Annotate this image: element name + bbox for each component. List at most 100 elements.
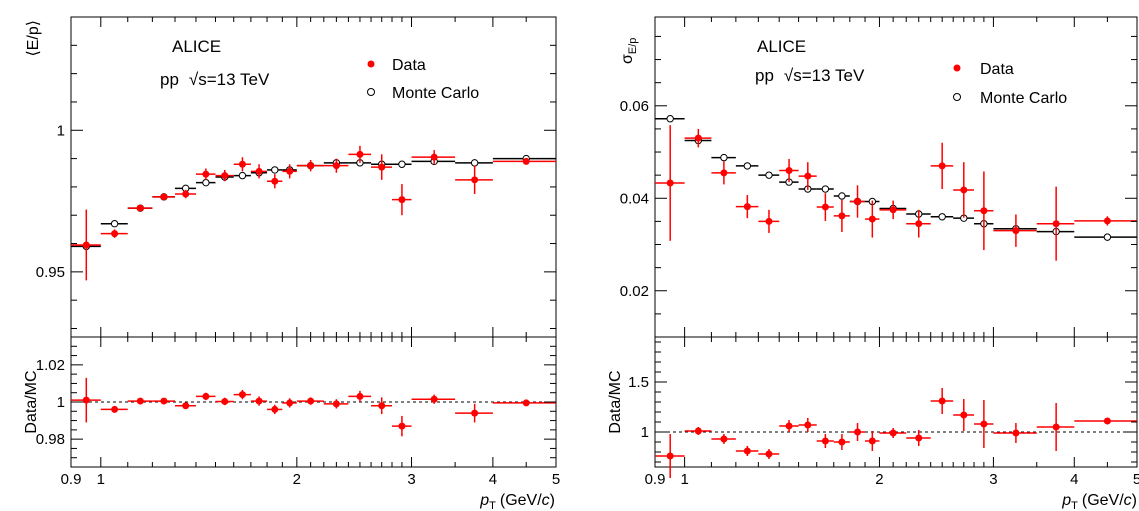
mc-point-marker xyxy=(821,185,830,193)
right-legend: Data Monte Carlo xyxy=(953,61,1067,107)
top-y-tick-label: 1 xyxy=(57,122,65,139)
data-point-marker xyxy=(136,204,144,212)
data-point xyxy=(779,158,799,183)
mc-point xyxy=(233,171,251,180)
ratio-point-marker xyxy=(1103,417,1111,425)
ratio-point-marker xyxy=(868,437,876,445)
ratio-point-marker xyxy=(720,435,728,443)
right-top-frame xyxy=(654,16,1138,338)
left-annotation-energy: √s=13 TeV xyxy=(189,70,270,89)
data-point-marker xyxy=(378,163,386,171)
data-point xyxy=(735,195,759,219)
ratio-point xyxy=(865,431,880,451)
ratio-point-marker xyxy=(160,397,168,405)
ratio-point xyxy=(1036,403,1075,451)
mc-point xyxy=(100,220,128,228)
mc-point xyxy=(735,162,759,170)
left-top-frame xyxy=(70,16,557,338)
mc-point xyxy=(833,192,850,200)
mc-point-marker xyxy=(938,213,946,221)
ratio-point-marker xyxy=(938,397,946,405)
data-point xyxy=(175,189,196,199)
data-point xyxy=(993,214,1037,247)
mc-point-marker xyxy=(202,178,210,187)
mc-point xyxy=(195,178,216,187)
right-panel: 0.9 1 2 3 4 5 0.02 0.04 0.06 1 1.5 ALICE pp √s=13 T… xyxy=(607,16,1139,511)
ratio-point xyxy=(833,434,850,450)
ratio-point xyxy=(735,446,759,456)
data-point xyxy=(215,169,234,182)
ratio-point xyxy=(411,394,456,404)
data-point xyxy=(282,164,297,179)
left-legend-mc-label: Monte Carlo xyxy=(392,85,479,102)
data-point-marker xyxy=(111,230,119,238)
left-annotation-system: pp √s=13 TeV xyxy=(160,70,270,89)
data-point xyxy=(974,171,994,251)
bottom-y-tick-label: 0.98 xyxy=(36,431,65,448)
data-point-marker xyxy=(356,150,364,158)
data-point-marker xyxy=(785,167,793,175)
ratio-point-marker xyxy=(271,405,279,413)
ratio-point-marker xyxy=(378,402,386,410)
data-point xyxy=(906,209,931,238)
left-top-marks xyxy=(71,145,556,281)
mc-point-marker xyxy=(720,153,728,162)
data-point xyxy=(711,161,736,185)
ratio-point-marker xyxy=(136,397,144,405)
ratio-point xyxy=(323,399,349,409)
data-point-marker xyxy=(938,162,946,170)
ratio-point-marker xyxy=(202,392,210,400)
data-point xyxy=(296,160,324,172)
data-point-marker xyxy=(980,207,988,215)
ratio-point-marker xyxy=(82,396,90,404)
ratio-point-marker xyxy=(182,402,190,410)
top-y-tick-label: 0.04 xyxy=(620,190,649,207)
data-point xyxy=(371,154,393,180)
ratio-point xyxy=(684,427,712,435)
ratio-point xyxy=(282,398,297,408)
data-point xyxy=(879,200,907,220)
mc-point-marker xyxy=(238,171,247,180)
data-point xyxy=(195,168,216,180)
right-top-marks xyxy=(655,115,1137,261)
ratio-point-marker xyxy=(915,434,923,442)
mc-point xyxy=(953,214,975,222)
data-point-marker xyxy=(398,196,406,204)
right-bottom-marks xyxy=(655,388,1137,478)
mc-point-marker xyxy=(110,220,119,228)
ratio-point xyxy=(798,418,817,432)
mc-point-marker xyxy=(743,162,752,170)
data-point-marker xyxy=(221,172,229,180)
x-tick-label: 0.9 xyxy=(645,471,666,488)
right-legend-data-label: Data xyxy=(980,61,1014,78)
ratio-point-marker xyxy=(111,405,119,413)
mc-point-marker xyxy=(470,159,479,167)
data-point xyxy=(323,158,349,173)
left-axes: 0.9 1 2 3 4 5 0.95 1 0.98 1 1.02 xyxy=(36,16,560,488)
ratio-point xyxy=(879,428,907,438)
data-point xyxy=(127,204,153,212)
ratio-point xyxy=(816,434,834,448)
data-point xyxy=(100,229,128,238)
ratio-point xyxy=(71,377,101,423)
left-annotation-pp: pp xyxy=(160,70,179,89)
ratio-point-marker xyxy=(307,397,315,405)
left-bottom-marks xyxy=(71,377,556,437)
ratio-point-marker xyxy=(765,450,773,458)
ratio-point-marker xyxy=(238,391,246,399)
left-top-ylabel: ⟨E/p⟩ xyxy=(25,20,42,57)
mc-point xyxy=(711,153,736,162)
x-tick-label: 5 xyxy=(1133,471,1139,488)
ratio-point xyxy=(953,399,975,431)
mc-point xyxy=(267,166,283,174)
data-point xyxy=(849,185,866,218)
x-tick-label: 2 xyxy=(875,471,883,488)
left-xlabel: pT (GeV/c) xyxy=(479,492,555,511)
data-point xyxy=(348,145,372,163)
data-point xyxy=(798,162,817,190)
data-point-marker xyxy=(160,193,168,201)
data-point xyxy=(392,184,412,216)
bottom-y-tick-label: 1 xyxy=(641,424,649,441)
data-point xyxy=(816,193,834,221)
